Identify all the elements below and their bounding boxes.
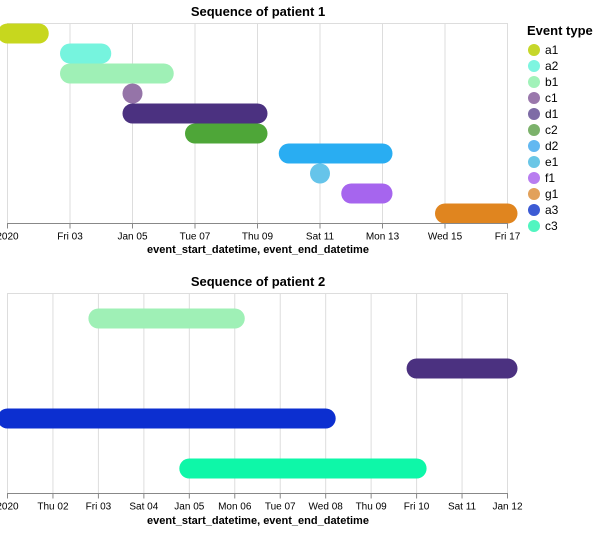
legend-swatch-a1 [528,44,540,56]
legend-label: a3 [545,203,559,217]
bars [0,308,518,479]
x-tick-label: Wed 08 [309,502,344,513]
x-tick-label: Tue 07 [265,502,296,513]
legend-swatch-d2 [528,140,540,152]
x-tick-label: Jan 12 [492,502,522,513]
legend-swatch-e1 [528,156,540,168]
legend-label: g1 [545,187,559,201]
x-tick-label: Tue 07 [180,232,211,243]
legend-swatch-d1 [528,108,540,120]
x-tick-label: Thu 09 [356,502,388,513]
legend-label: a2 [545,59,559,73]
x-axis-title: event_start_datetime, event_end_datetime [147,244,369,256]
x-tick-label: Fri 03 [57,232,83,243]
x-axis-title: event_start_datetime, event_end_datetime [147,515,369,527]
bars [0,23,518,224]
legend-swatch-a3 [528,204,540,216]
legend-items: a1 a2 b1 c1 d1 c2 d2 e1 f1 g1 a3 c3 [528,43,559,233]
x-tick-label: Sat 11 [448,502,477,513]
legend-label: c1 [545,91,558,105]
x-tick-label: Thu 09 [242,232,274,243]
x-tick-label: Jan 05 [174,502,204,513]
legend-label: a1 [545,43,559,57]
grid [7,23,508,224]
x-tick-label: Fri 03 [86,502,112,513]
legend-label: d2 [545,139,559,153]
legend-swatch-g1 [528,188,540,200]
x-tick-label: Sat 11 [306,232,335,243]
legend-label: b1 [545,75,559,89]
x-tick-label: Mon 13 [366,232,400,243]
legend: Event type a1 a2 b1 c1 d1 c2 d2 e1 f1 g1 a3 c3 [527,23,593,233]
legend-swatch-c1 [528,92,540,104]
legend-swatch-f1 [528,172,540,184]
x-tick-label: Thu 02 [37,502,69,513]
legend-title: Event type [527,23,593,38]
legend-swatch-b1 [528,76,540,88]
x-tick-label: Sat 04 [129,502,158,513]
legend-label: c3 [545,219,558,233]
x-tick-label: Fri 17 [495,232,521,243]
x-tick-label: Wed 15 [428,232,463,243]
legend-label: c2 [545,123,558,137]
legend-label: e1 [545,155,559,169]
legend-swatch-a2 [528,60,540,72]
legend-swatch-c3 [528,220,540,232]
x-tick-label: Fri 10 [404,502,430,513]
legend-label: d1 [545,107,559,121]
chart-title: Sequence of patient 2 [191,274,325,289]
legend-swatch-c2 [528,124,540,136]
x-tick-label: Jan 05 [117,232,147,243]
chart-title: Sequence of patient 1 [191,4,325,19]
legend-label: f1 [545,171,555,185]
x-tick-label: Mon 06 [218,502,252,513]
